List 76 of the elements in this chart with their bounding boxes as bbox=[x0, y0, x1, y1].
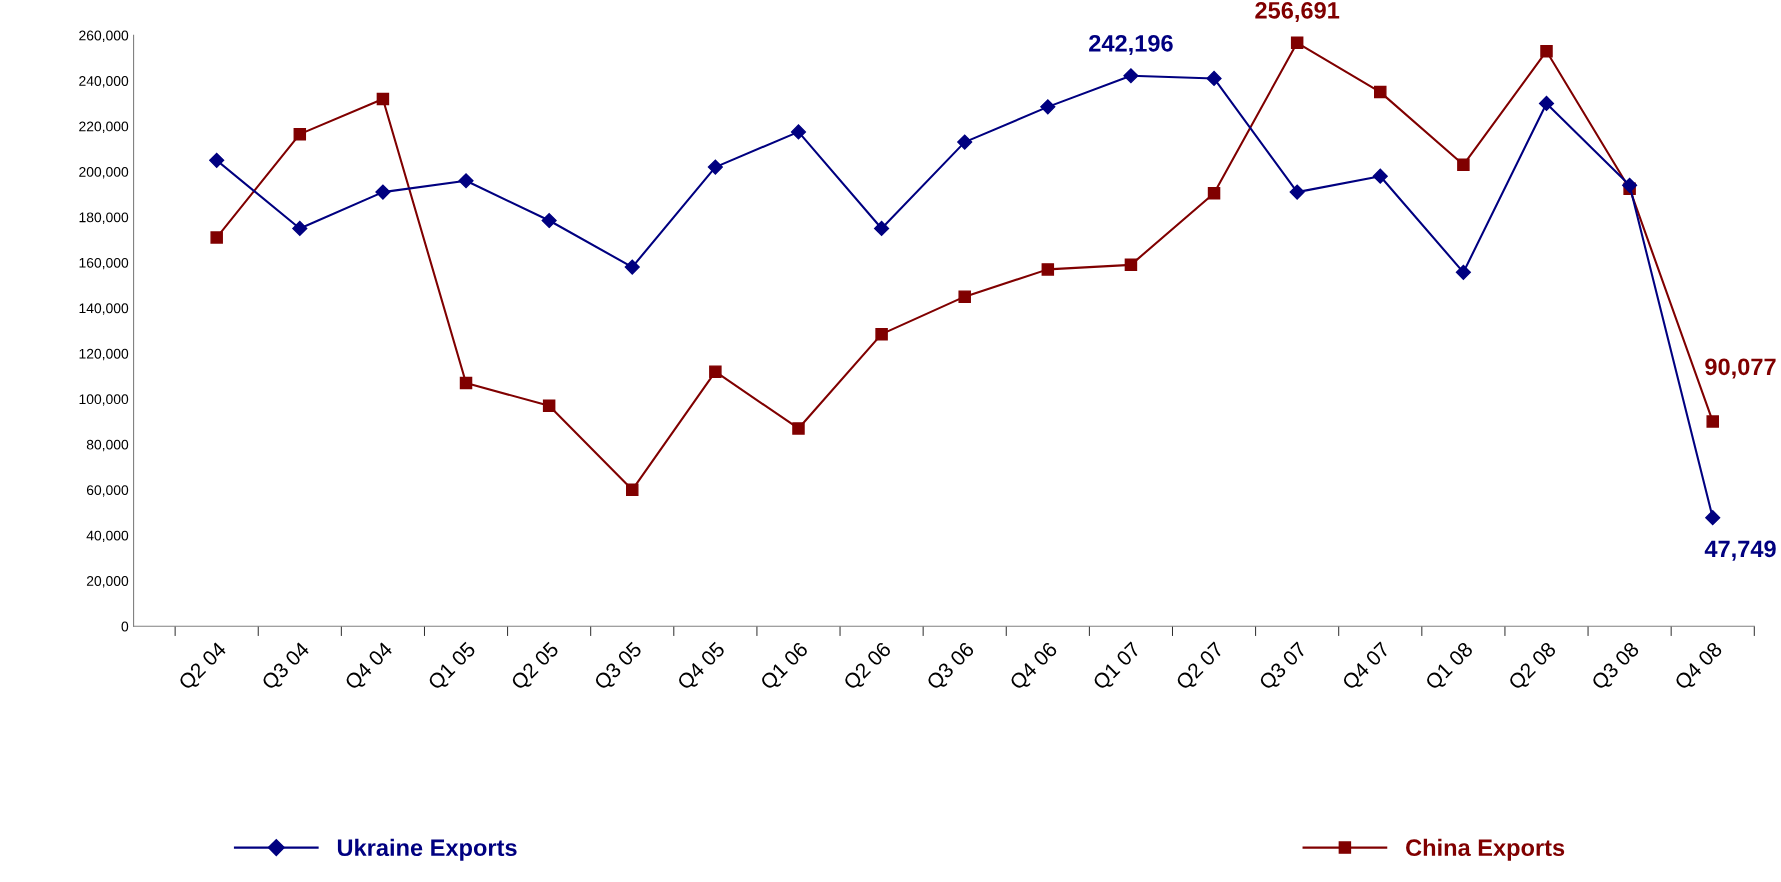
point bbox=[1206, 70, 1222, 87]
point bbox=[1705, 510, 1721, 526]
x-tick-label: Q1 05 bbox=[426, 641, 479, 693]
x-tick-label: Q1 08 bbox=[1424, 641, 1477, 693]
x-tick-label: Q4 08 bbox=[1673, 641, 1726, 693]
legend-label: China Exports bbox=[1406, 838, 1565, 861]
point bbox=[376, 92, 390, 106]
point bbox=[1455, 264, 1471, 280]
x-tick-label: Q4 06 bbox=[1008, 641, 1061, 693]
x-tick-label: Q4 05 bbox=[676, 641, 729, 693]
y-tick-label: 160,000 bbox=[79, 257, 129, 270]
x-tick-label: Q2 08 bbox=[1507, 641, 1560, 693]
data-label: 242,196 bbox=[1089, 34, 1173, 56]
point bbox=[1374, 85, 1387, 99]
point bbox=[626, 483, 639, 497]
point bbox=[542, 399, 556, 413]
point bbox=[293, 127, 307, 141]
point bbox=[1457, 158, 1470, 172]
y-tick-label: 80,000 bbox=[86, 439, 129, 452]
data-label: 256,691 bbox=[1255, 1, 1340, 23]
point bbox=[459, 376, 473, 390]
point bbox=[541, 212, 557, 229]
point bbox=[1290, 36, 1304, 50]
x-tick-label: Q3 08 bbox=[1590, 641, 1643, 693]
x-tick-label: Q3 04 bbox=[260, 640, 313, 693]
point bbox=[709, 365, 722, 378]
y-tick-label: 200,000 bbox=[79, 166, 129, 179]
point bbox=[874, 220, 890, 237]
y-tick-label: 100,000 bbox=[79, 394, 129, 406]
y-tick-label: 0 bbox=[121, 621, 129, 632]
x-tick-label: Q3 05 bbox=[593, 641, 646, 693]
x-tick-label: Q4 07 bbox=[1341, 641, 1393, 693]
point bbox=[1538, 95, 1555, 112]
x-tick-label: Q3 07 bbox=[1258, 641, 1310, 693]
point bbox=[1124, 258, 1138, 272]
point bbox=[1372, 168, 1388, 184]
x-tick-label: Q2 07 bbox=[1175, 641, 1227, 693]
point bbox=[210, 231, 223, 244]
x-tick-label: Q1 06 bbox=[759, 641, 812, 693]
x-tick-label: Q1 07 bbox=[1091, 641, 1144, 693]
x-tick-label: Q4 04 bbox=[343, 640, 396, 693]
point bbox=[624, 259, 640, 275]
y-tick-label: 140,000 bbox=[79, 303, 129, 315]
point bbox=[375, 184, 391, 200]
point bbox=[1041, 263, 1055, 276]
y-tick-label: 240,000 bbox=[79, 76, 129, 88]
y-tick-label: 40,000 bbox=[86, 530, 129, 543]
data-label: 90,077 bbox=[1705, 358, 1776, 379]
point bbox=[1706, 415, 1719, 428]
x-tick-label: Q3 06 bbox=[925, 641, 978, 693]
point bbox=[1540, 44, 1553, 58]
point bbox=[792, 422, 805, 435]
x-tick-label: Q2 04 bbox=[177, 640, 230, 693]
y-tick-label: 120,000 bbox=[79, 348, 129, 361]
x-tick-label: Q2 06 bbox=[842, 641, 895, 693]
x-tick-label: Q2 05 bbox=[510, 641, 562, 693]
point bbox=[957, 134, 973, 150]
y-tick-label: 180,000 bbox=[79, 212, 129, 224]
point bbox=[292, 220, 308, 237]
point bbox=[707, 159, 723, 175]
y-tick-label: 60,000 bbox=[86, 485, 129, 497]
data-label: 47,749 bbox=[1704, 540, 1776, 561]
legend-label: Ukraine Exports bbox=[337, 838, 517, 861]
point bbox=[875, 327, 888, 341]
point bbox=[1207, 186, 1221, 200]
point bbox=[790, 124, 807, 140]
y-tick-label: 260,000 bbox=[79, 30, 129, 43]
y-tick-label: 20,000 bbox=[86, 576, 129, 588]
point bbox=[958, 290, 971, 303]
point bbox=[1040, 99, 1056, 115]
point bbox=[209, 152, 225, 168]
point bbox=[1123, 68, 1139, 84]
point bbox=[458, 173, 474, 189]
point bbox=[1289, 184, 1305, 200]
point bbox=[1622, 177, 1638, 193]
y-tick-label: 220,000 bbox=[79, 121, 129, 133]
